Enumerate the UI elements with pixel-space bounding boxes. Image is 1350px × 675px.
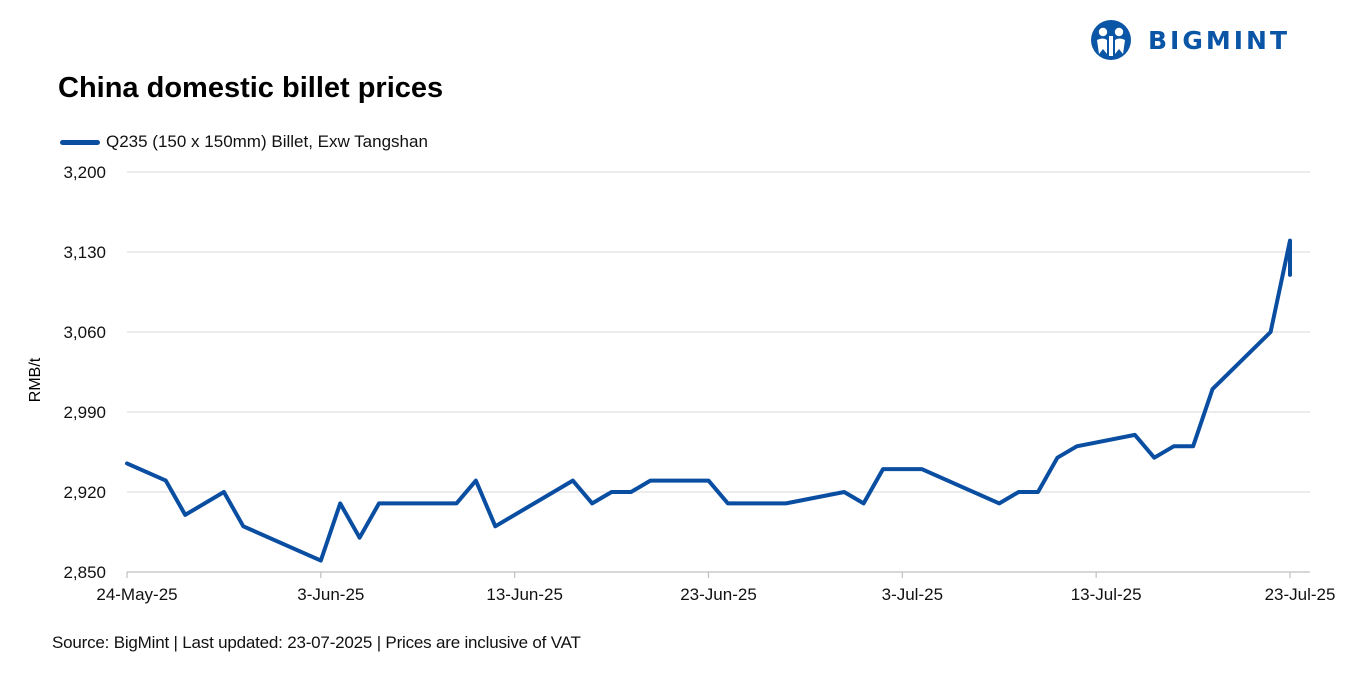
footer-source-note: Source: BigMint | Last updated: 23-07-20…: [52, 633, 581, 652]
y-tick-label: 2,920: [63, 483, 106, 502]
legend-line-swatch: [60, 139, 100, 145]
y-tick-label: 2,850: [63, 563, 106, 582]
y-tick-label: 3,130: [63, 243, 106, 262]
chart-legend: Q235 (150 x 150mm) Billet, Exw Tangshan: [60, 132, 428, 152]
x-tick-label: 3-Jul-25: [882, 585, 943, 604]
legend-series-label: Q235 (150 x 150mm) Billet, Exw Tangshan: [106, 132, 428, 151]
bigmint-logo-icon: [1091, 20, 1131, 60]
y-tick-label: 3,060: [63, 323, 106, 342]
x-tick-label: 23-Jun-25: [680, 585, 757, 604]
y-tick-label: 3,200: [63, 163, 106, 182]
brand-logo: BIGMINT: [1088, 18, 1290, 62]
x-tick-label: 3-Jun-25: [297, 585, 364, 604]
x-tick-label: 23-Jul-25: [1265, 585, 1336, 604]
y-tick-label: 2,990: [63, 403, 106, 422]
x-tick-label: 13-Jun-25: [486, 585, 563, 604]
chart-title: China domestic billet prices: [58, 72, 444, 104]
x-tick-label: 13-Jul-25: [1071, 585, 1142, 604]
x-tick-label: 24-May-25: [96, 585, 177, 604]
brand-name: BIGMINT: [1148, 25, 1291, 55]
series-line: [125, 238, 1292, 563]
